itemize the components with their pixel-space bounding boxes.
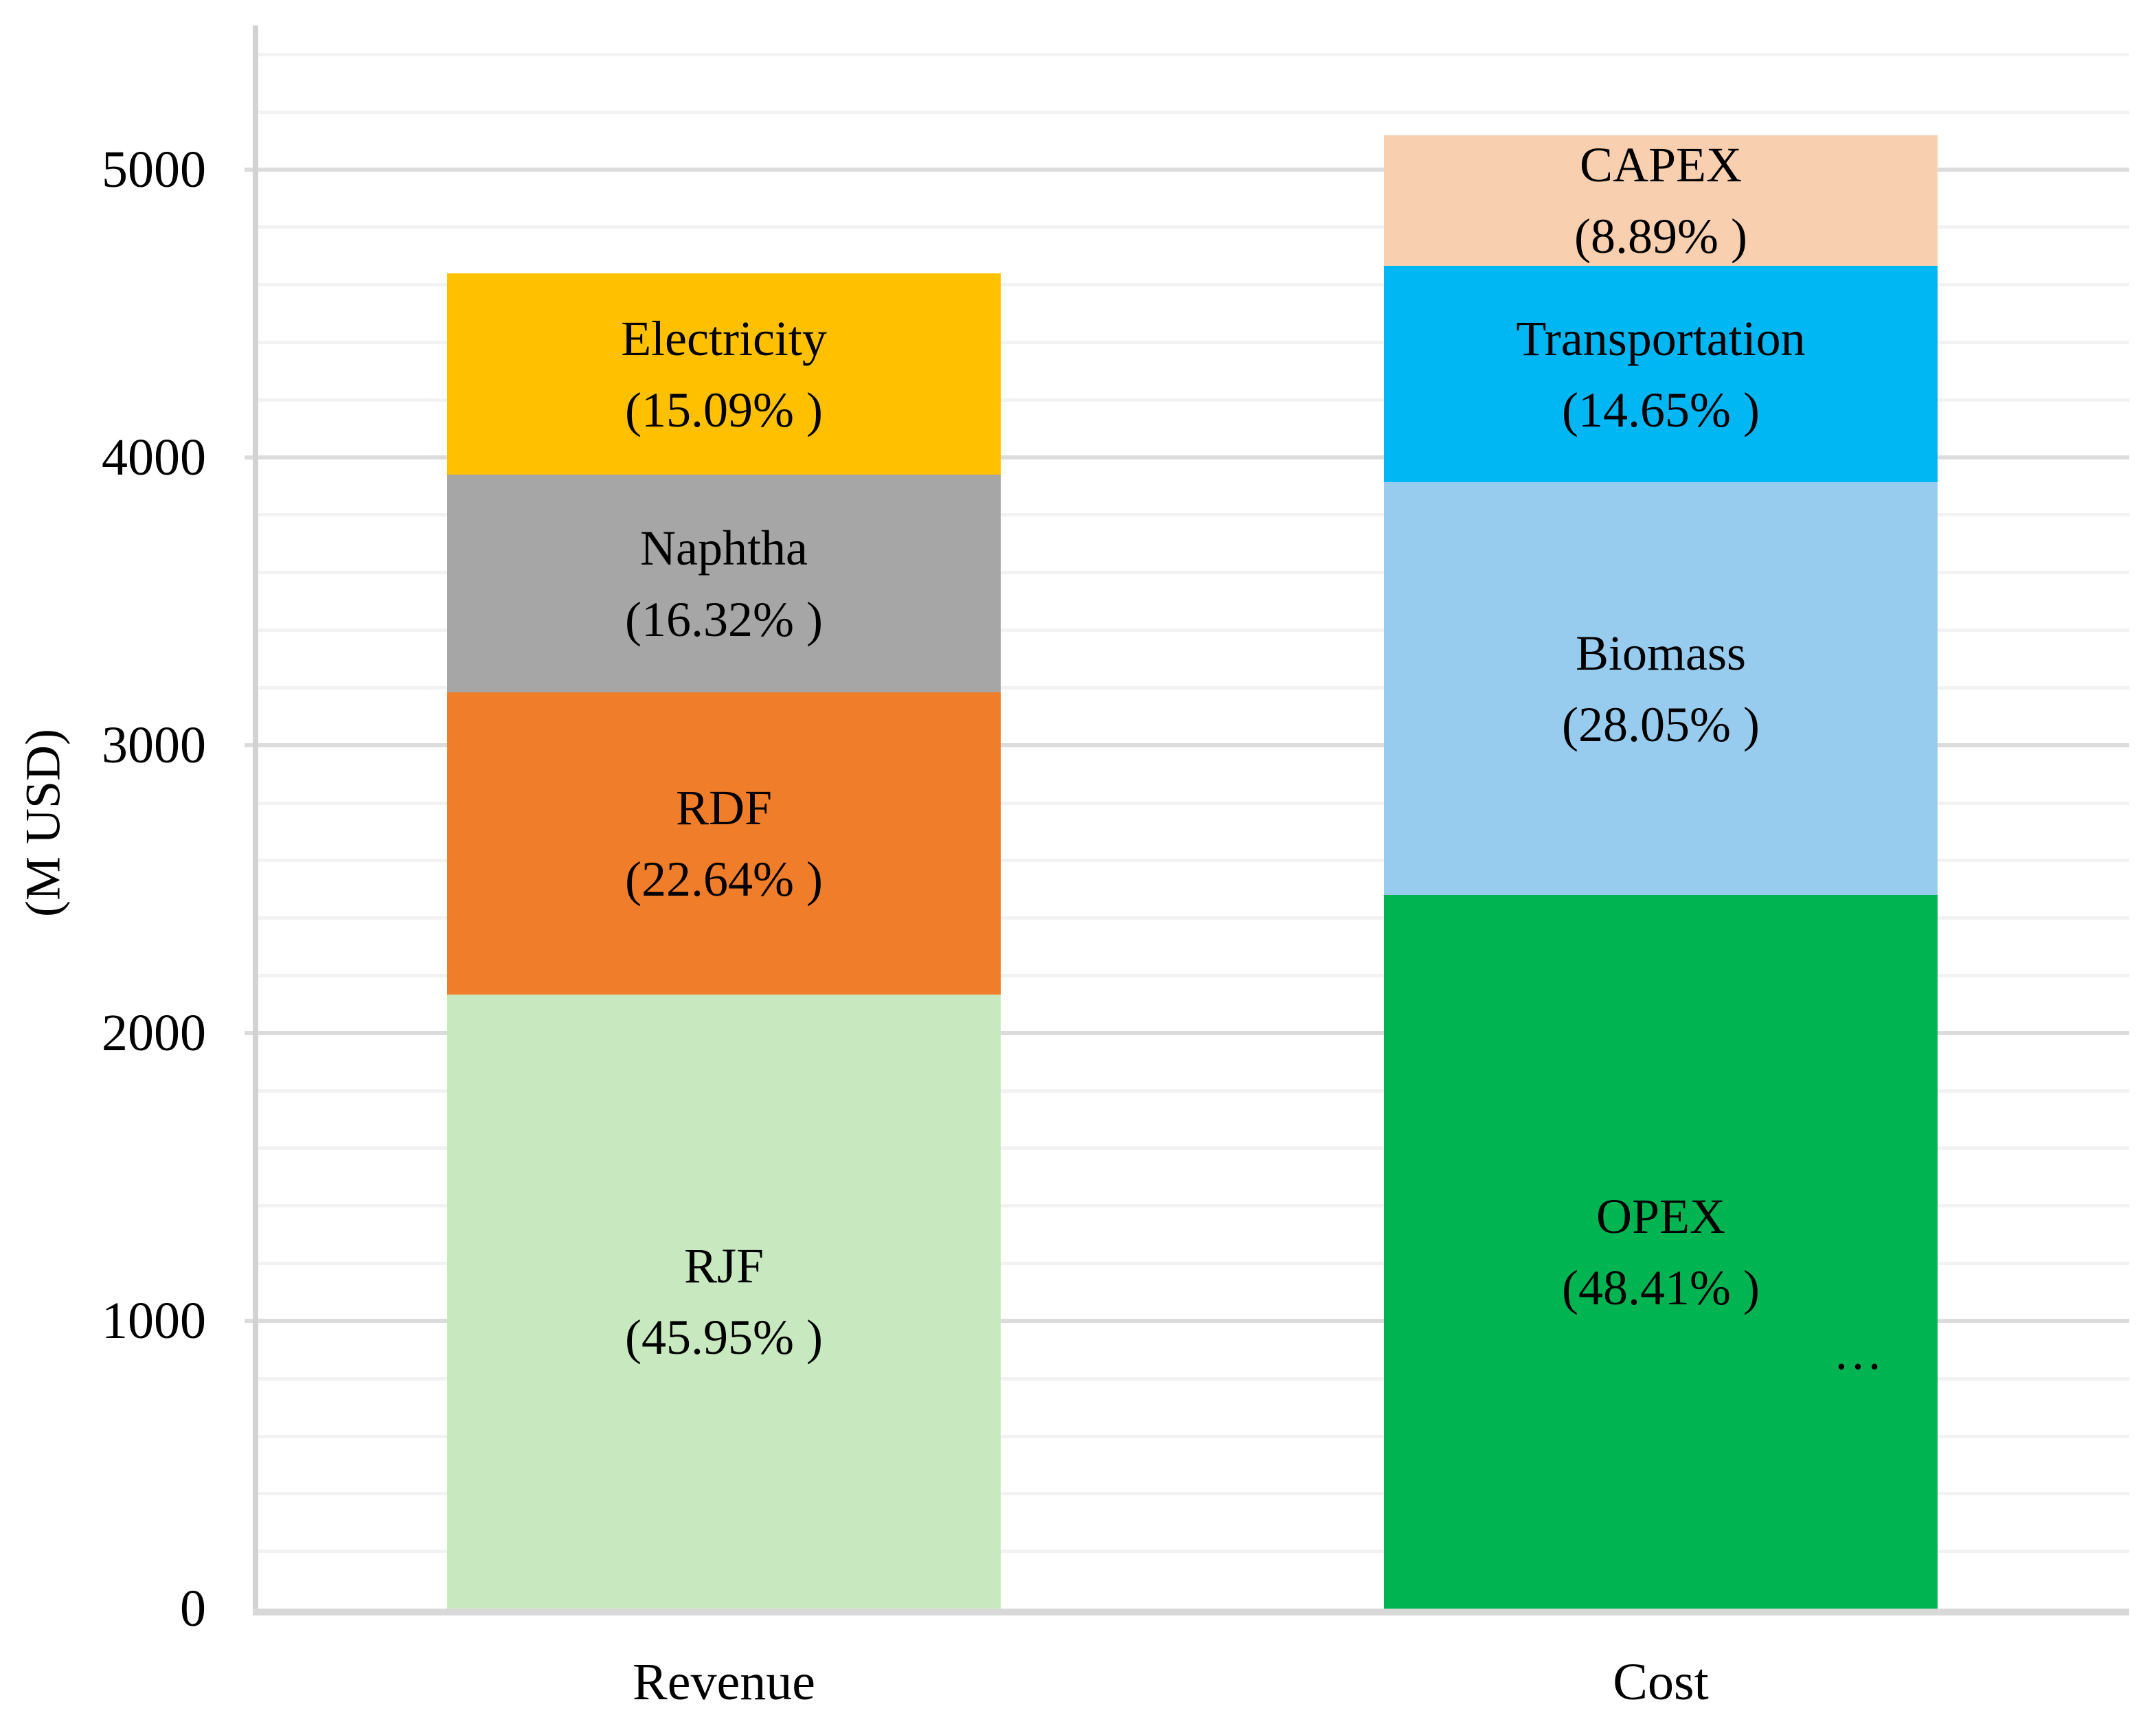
bar-segment-electricity <box>447 273 1001 475</box>
major-gridline <box>245 742 2129 747</box>
major-gridline <box>245 455 2129 460</box>
bar-segment-opex <box>1384 895 1938 1609</box>
segment-name: Electricity <box>621 310 827 366</box>
segment-label-rdf: RDF (22.64% ) <box>447 772 1001 915</box>
bar-segment-naphtha <box>447 475 1001 693</box>
y-tick-label: 0 <box>180 1580 206 1637</box>
segment-percent: (45.95% ) <box>625 1310 823 1365</box>
minor-gridline <box>258 341 2129 344</box>
segment-percent: (8.89% ) <box>1574 209 1747 264</box>
minor-gridline <box>258 1434 2129 1438</box>
segment-name: CAPEX <box>1579 137 1743 193</box>
segment-percent: (16.32% ) <box>625 591 823 647</box>
segment-name: OPEX <box>1596 1188 1725 1244</box>
x-category-label-cost: Cost <box>1613 1653 1709 1711</box>
segment-label-opex: OPEX (48.41% ) <box>1384 1181 1938 1324</box>
minor-gridline <box>258 628 2129 633</box>
major-gridline <box>245 1318 2129 1323</box>
segment-name: RJF <box>683 1238 764 1294</box>
minor-gridline <box>258 1146 2129 1150</box>
segment-percent: (14.65% ) <box>1562 382 1760 438</box>
minor-gridline <box>258 801 2129 805</box>
minor-gridline <box>258 1262 2129 1266</box>
segment-label-electricity: Electricity (15.09% ) <box>447 303 1001 446</box>
segment-name: RDF <box>675 780 773 836</box>
segment-name: Biomass <box>1575 625 1747 681</box>
minor-gridline <box>258 513 2129 517</box>
bar-segment-biomass <box>1384 481 1938 896</box>
minor-gridline <box>258 859 2129 863</box>
minor-gridline <box>258 1376 2129 1381</box>
y-tick-label: 1000 <box>102 1291 206 1350</box>
segment-percent: (28.05% ) <box>1562 696 1760 752</box>
minor-gridline <box>258 685 2129 690</box>
bar-segment-capex <box>1384 135 1938 266</box>
segment-label-capex: CAPEX (8.89% ) <box>1384 129 1938 272</box>
x-axis-baseline <box>253 1609 2129 1615</box>
segment-percent: (15.09% ) <box>625 382 823 438</box>
y-axis-line <box>253 25 258 1609</box>
minor-gridline <box>258 398 2129 402</box>
minor-gridline <box>258 52 2129 56</box>
bar-segment-rjf <box>447 995 1001 1609</box>
minor-gridline <box>258 571 2129 575</box>
minor-gridline <box>258 1204 2129 1208</box>
y-tick-label: 4000 <box>102 428 206 486</box>
bar-segment-transportation <box>1384 266 1938 482</box>
y-tick-label: 3000 <box>102 716 206 774</box>
minor-gridline <box>258 225 2129 229</box>
segment-label-naphtha: Naphtha (16.32% ) <box>447 512 1001 655</box>
bar-segment-rdf <box>447 692 1001 995</box>
major-gridline <box>245 1030 2129 1035</box>
opex-ellipsis-annotation: … <box>1833 1324 1883 1380</box>
minor-gridline <box>258 1550 2129 1554</box>
major-gridline <box>245 167 2129 172</box>
segment-label-biomass: Biomass (28.05% ) <box>1384 617 1938 760</box>
minor-gridline <box>258 110 2129 114</box>
minor-gridline <box>258 974 2129 977</box>
y-tick-label: 5000 <box>102 140 206 198</box>
segment-label-transportation: Transportation (14.65% ) <box>1384 303 1938 446</box>
minor-gridline <box>258 283 2129 287</box>
segment-label-rjf: RJF (45.95% ) <box>447 1230 1001 1373</box>
segment-name: Naphtha <box>640 520 808 576</box>
minor-gridline <box>258 916 2129 920</box>
minor-gridline <box>258 1089 2129 1093</box>
segment-percent: (48.41% ) <box>1562 1260 1760 1315</box>
segment-percent: (22.64% ) <box>625 852 823 907</box>
y-tick-label: 2000 <box>102 1003 206 1062</box>
segment-name: Transportation <box>1516 310 1806 366</box>
minor-gridline <box>258 1492 2129 1496</box>
x-category-label-revenue: Revenue <box>633 1653 815 1711</box>
